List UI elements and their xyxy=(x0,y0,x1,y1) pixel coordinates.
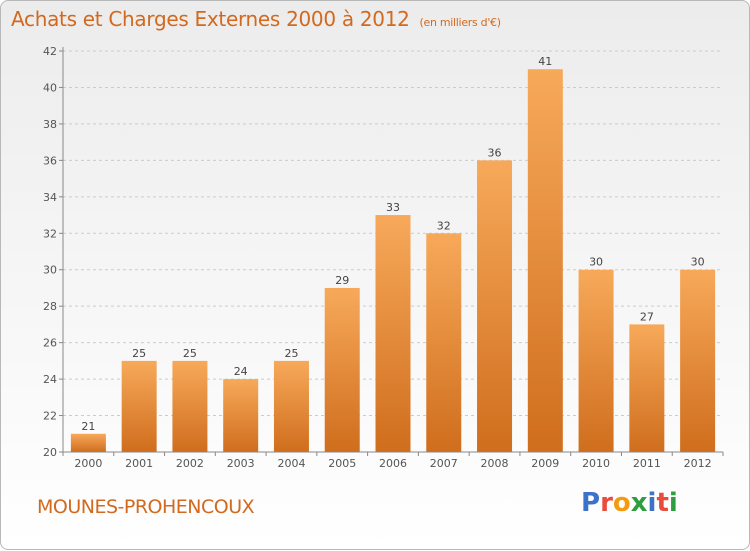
data-label: 29 xyxy=(335,274,349,287)
y-tick-label: 34 xyxy=(43,191,57,204)
bar xyxy=(273,360,309,452)
x-tick-label: 2001 xyxy=(125,457,153,470)
logo-letter: i xyxy=(668,488,678,518)
x-tick-label: 2004 xyxy=(277,457,305,470)
x-tick-label: 2006 xyxy=(379,457,407,470)
y-tick-label: 28 xyxy=(43,300,57,313)
chart-subtitle: (en milliers d'€) xyxy=(419,16,501,29)
bar xyxy=(527,69,563,453)
x-axis: 2000 2001 2002 2003 2004 2005 2006 2007 2008 2009… xyxy=(62,451,724,470)
data-label: 41 xyxy=(538,55,552,68)
y-tick-label: 38 xyxy=(43,118,57,131)
bar xyxy=(477,160,513,452)
bar xyxy=(426,233,462,452)
logo-letter: P xyxy=(581,488,601,518)
data-label: 27 xyxy=(640,310,654,323)
x-tick-label: 2011 xyxy=(633,457,661,470)
x-tick-label: 2005 xyxy=(328,457,356,470)
bar xyxy=(324,287,360,452)
chart-title: Achats et Charges Externes 2000 à 2012 (e… xyxy=(11,7,501,31)
proxiti-logo: Proxiti xyxy=(581,488,678,518)
y-tick-label: 30 xyxy=(43,264,57,277)
data-label: 33 xyxy=(386,201,400,214)
bar xyxy=(375,215,411,452)
bar xyxy=(121,360,157,452)
x-tick-label: 2012 xyxy=(684,457,712,470)
y-tick-label: 26 xyxy=(43,337,57,350)
data-label: 30 xyxy=(691,256,705,269)
data-label: 36 xyxy=(488,146,502,159)
x-tick-label: 2008 xyxy=(481,457,509,470)
x-tick-label: 2009 xyxy=(531,457,559,470)
y-tick-label: 42 xyxy=(43,45,57,58)
x-tick-label: 2000 xyxy=(74,457,102,470)
data-label: 25 xyxy=(284,347,298,360)
data-label: 25 xyxy=(132,347,146,360)
logo-letter: t xyxy=(656,488,669,518)
y-tick-label: 20 xyxy=(43,446,57,459)
bar xyxy=(172,360,208,452)
y-tick-label: 32 xyxy=(43,227,57,240)
data-label: 24 xyxy=(234,365,248,378)
bar xyxy=(629,324,665,452)
chart-title-text: Achats et Charges Externes 2000 à 2012 xyxy=(11,7,410,31)
bar xyxy=(578,269,614,452)
bar xyxy=(70,433,106,452)
bar xyxy=(680,269,716,452)
data-labels: 21 25 25 24 25 29 33 32 36 41 30 27 30 xyxy=(81,55,704,433)
bar xyxy=(223,379,259,452)
y-axis: 20 22 24 26 28 30 32 34 36 38 40 42 xyxy=(43,45,64,459)
y-tick-label: 22 xyxy=(43,410,57,423)
data-label: 30 xyxy=(589,256,603,269)
x-tick-label: 2003 xyxy=(227,457,255,470)
logo-letter: o xyxy=(612,488,631,518)
x-tick-label: 2010 xyxy=(582,457,610,470)
x-tick-label: 2007 xyxy=(430,457,458,470)
bars xyxy=(70,69,716,453)
place-name: MOUNES-PROHENCOUX xyxy=(37,496,255,518)
y-tick-label: 36 xyxy=(43,154,57,167)
logo-letter: i xyxy=(647,488,657,518)
data-label: 32 xyxy=(437,219,451,232)
logo-letter: x xyxy=(630,488,648,518)
data-label: 25 xyxy=(183,347,197,360)
y-tick-label: 24 xyxy=(43,373,57,386)
y-tick-label: 40 xyxy=(43,81,57,94)
x-tick-label: 2002 xyxy=(176,457,204,470)
data-label: 21 xyxy=(81,420,95,433)
logo-letter: r xyxy=(600,488,613,518)
